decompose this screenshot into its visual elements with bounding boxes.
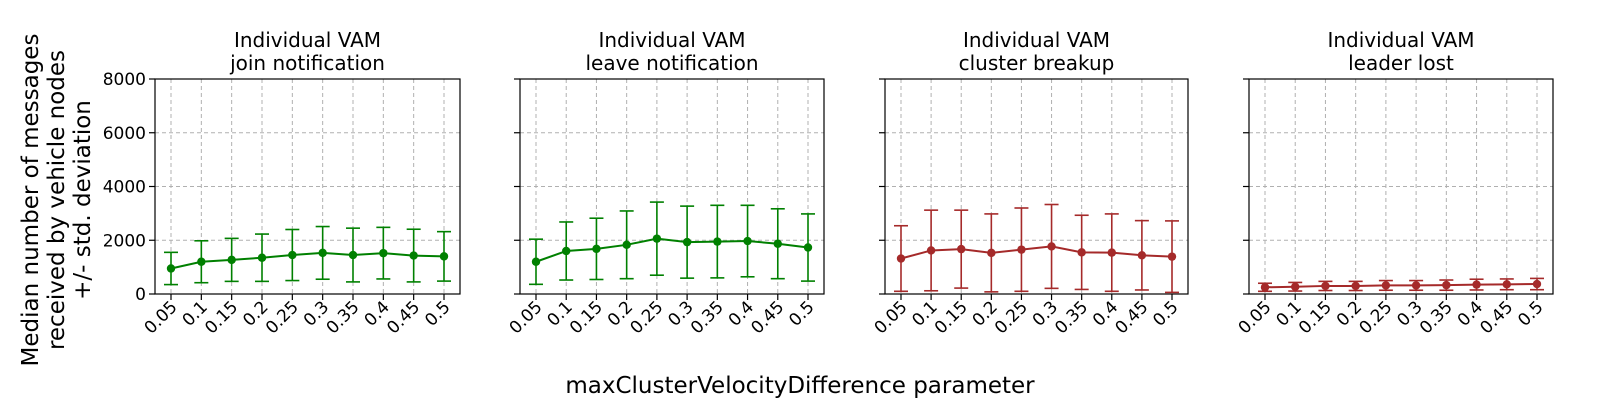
x-axis-label: maxClusterVelocityDifference parameter — [565, 373, 1035, 399]
x-tick-label: 0.15 — [201, 297, 242, 338]
x-tick-label: 0.15 — [1295, 297, 1336, 338]
y-axis-label-line-3: +/- std. deviation — [70, 100, 96, 300]
data-point — [1472, 280, 1481, 289]
x-tick-label: 0.45 — [1476, 297, 1517, 338]
data-point — [379, 248, 388, 258]
data-point — [592, 244, 601, 254]
data-point — [288, 250, 297, 260]
data-point — [622, 240, 631, 250]
subplot-4: 0.050.10.150.20.250.30.350.40.450.5Indiv… — [1235, 28, 1554, 338]
x-tick-label: 0.35 — [1416, 297, 1457, 338]
x-tick-label: 0.5 — [1149, 297, 1182, 330]
subplot-title-line-1: Individual VAM — [1327, 28, 1474, 52]
y-tick-label: 2000 — [103, 231, 146, 251]
data-point — [166, 264, 176, 273]
data-point — [773, 239, 782, 248]
series-line — [1264, 283, 1538, 289]
subplot-title-line-2: join notification — [229, 51, 385, 75]
data-point — [1532, 279, 1542, 289]
data-point — [1502, 280, 1511, 289]
y-axis-label-line-1: Median number of messages — [18, 34, 44, 367]
data-point — [1411, 281, 1421, 290]
subplot-title-line-2: leader lost — [1348, 51, 1454, 75]
y-tick-label: 0 — [135, 285, 146, 305]
x-tick-label: 0.45 — [383, 297, 424, 338]
subplot-title-line-1: Individual VAM — [234, 28, 381, 52]
data-point — [1351, 281, 1360, 291]
data-point — [713, 237, 722, 246]
series-line — [900, 245, 1173, 260]
y-axis-label-line-2: received by vehicle nodes — [44, 50, 70, 350]
x-tick-label: 0.15 — [566, 297, 607, 338]
x-tick-label: 0.5 — [1514, 297, 1547, 330]
data-point — [803, 243, 813, 252]
series-line — [170, 251, 445, 270]
data-point — [1137, 251, 1147, 260]
subplot-title-line-2: leave notification — [585, 51, 758, 75]
x-tick-label: 0.35 — [323, 297, 364, 338]
data-point — [987, 248, 996, 258]
x-tick-label: 0.5 — [785, 297, 818, 330]
x-tick-label: 0.25 — [991, 297, 1032, 338]
data-point — [1260, 283, 1270, 292]
data-point — [652, 234, 662, 243]
data-point — [1321, 281, 1330, 291]
x-tick-label: 0.35 — [1051, 297, 1092, 338]
x-tick-label: 0.05 — [141, 297, 182, 338]
subplot-3: 0.050.10.150.20.250.30.350.40.450.5Indiv… — [871, 28, 1189, 338]
data-point — [1017, 245, 1026, 254]
x-tick-label: 0.05 — [506, 297, 547, 338]
x-tick-label: 0.35 — [687, 297, 728, 338]
figure-y-axis-label: Median number of messages received by ve… — [18, 34, 96, 367]
data-point — [531, 257, 541, 266]
data-point — [743, 236, 752, 246]
data-point — [562, 246, 571, 256]
data-point — [318, 248, 327, 258]
data-point — [197, 257, 206, 266]
subplot-1: 020004000600080000.050.10.150.20.250.30.… — [103, 28, 461, 338]
subplots: 0 2000 4000 6000 8000 0.050.10.150.20.250.30.… — [103, 28, 1554, 338]
x-tick-label: 0.45 — [747, 297, 788, 338]
data-point — [682, 237, 692, 247]
data-point — [957, 244, 966, 254]
x-tick-label: 0.5 — [421, 297, 454, 330]
data-point — [1077, 248, 1086, 257]
subplot-title-line-2: cluster breakup — [959, 51, 1115, 75]
data-point — [1291, 282, 1300, 291]
x-tick-label: 0.25 — [1356, 297, 1397, 338]
x-tick-label: 0.05 — [1235, 297, 1276, 338]
data-point — [1047, 242, 1056, 251]
data-point — [348, 250, 358, 260]
y-tick-label: 4000 — [103, 178, 146, 198]
y-tick-label: 6000 — [103, 124, 146, 144]
data-point — [1107, 248, 1116, 257]
subplot-title-line-1: Individual VAM — [963, 28, 1110, 52]
data-point — [439, 252, 449, 261]
data-point — [409, 251, 418, 260]
series-line — [535, 237, 809, 263]
x-tick-label: 0.45 — [1112, 297, 1153, 338]
x-tick-label: 0.15 — [931, 297, 972, 338]
data-point — [1381, 281, 1391, 290]
data-point — [257, 253, 267, 262]
data-point — [227, 255, 236, 265]
x-tick-label: 0.25 — [627, 297, 668, 338]
data-point — [926, 246, 936, 255]
subplot-title-line-1: Individual VAM — [598, 28, 745, 52]
data-point — [1167, 252, 1177, 261]
x-tick-label: 0.05 — [871, 297, 912, 338]
data-point — [1442, 280, 1451, 290]
subplot-2: 0.050.10.150.20.250.30.350.40.450.5Indiv… — [506, 28, 825, 338]
x-tick-label: 0.25 — [262, 297, 303, 338]
y-tick-label: 8000 — [103, 70, 146, 90]
data-point — [896, 254, 906, 263]
